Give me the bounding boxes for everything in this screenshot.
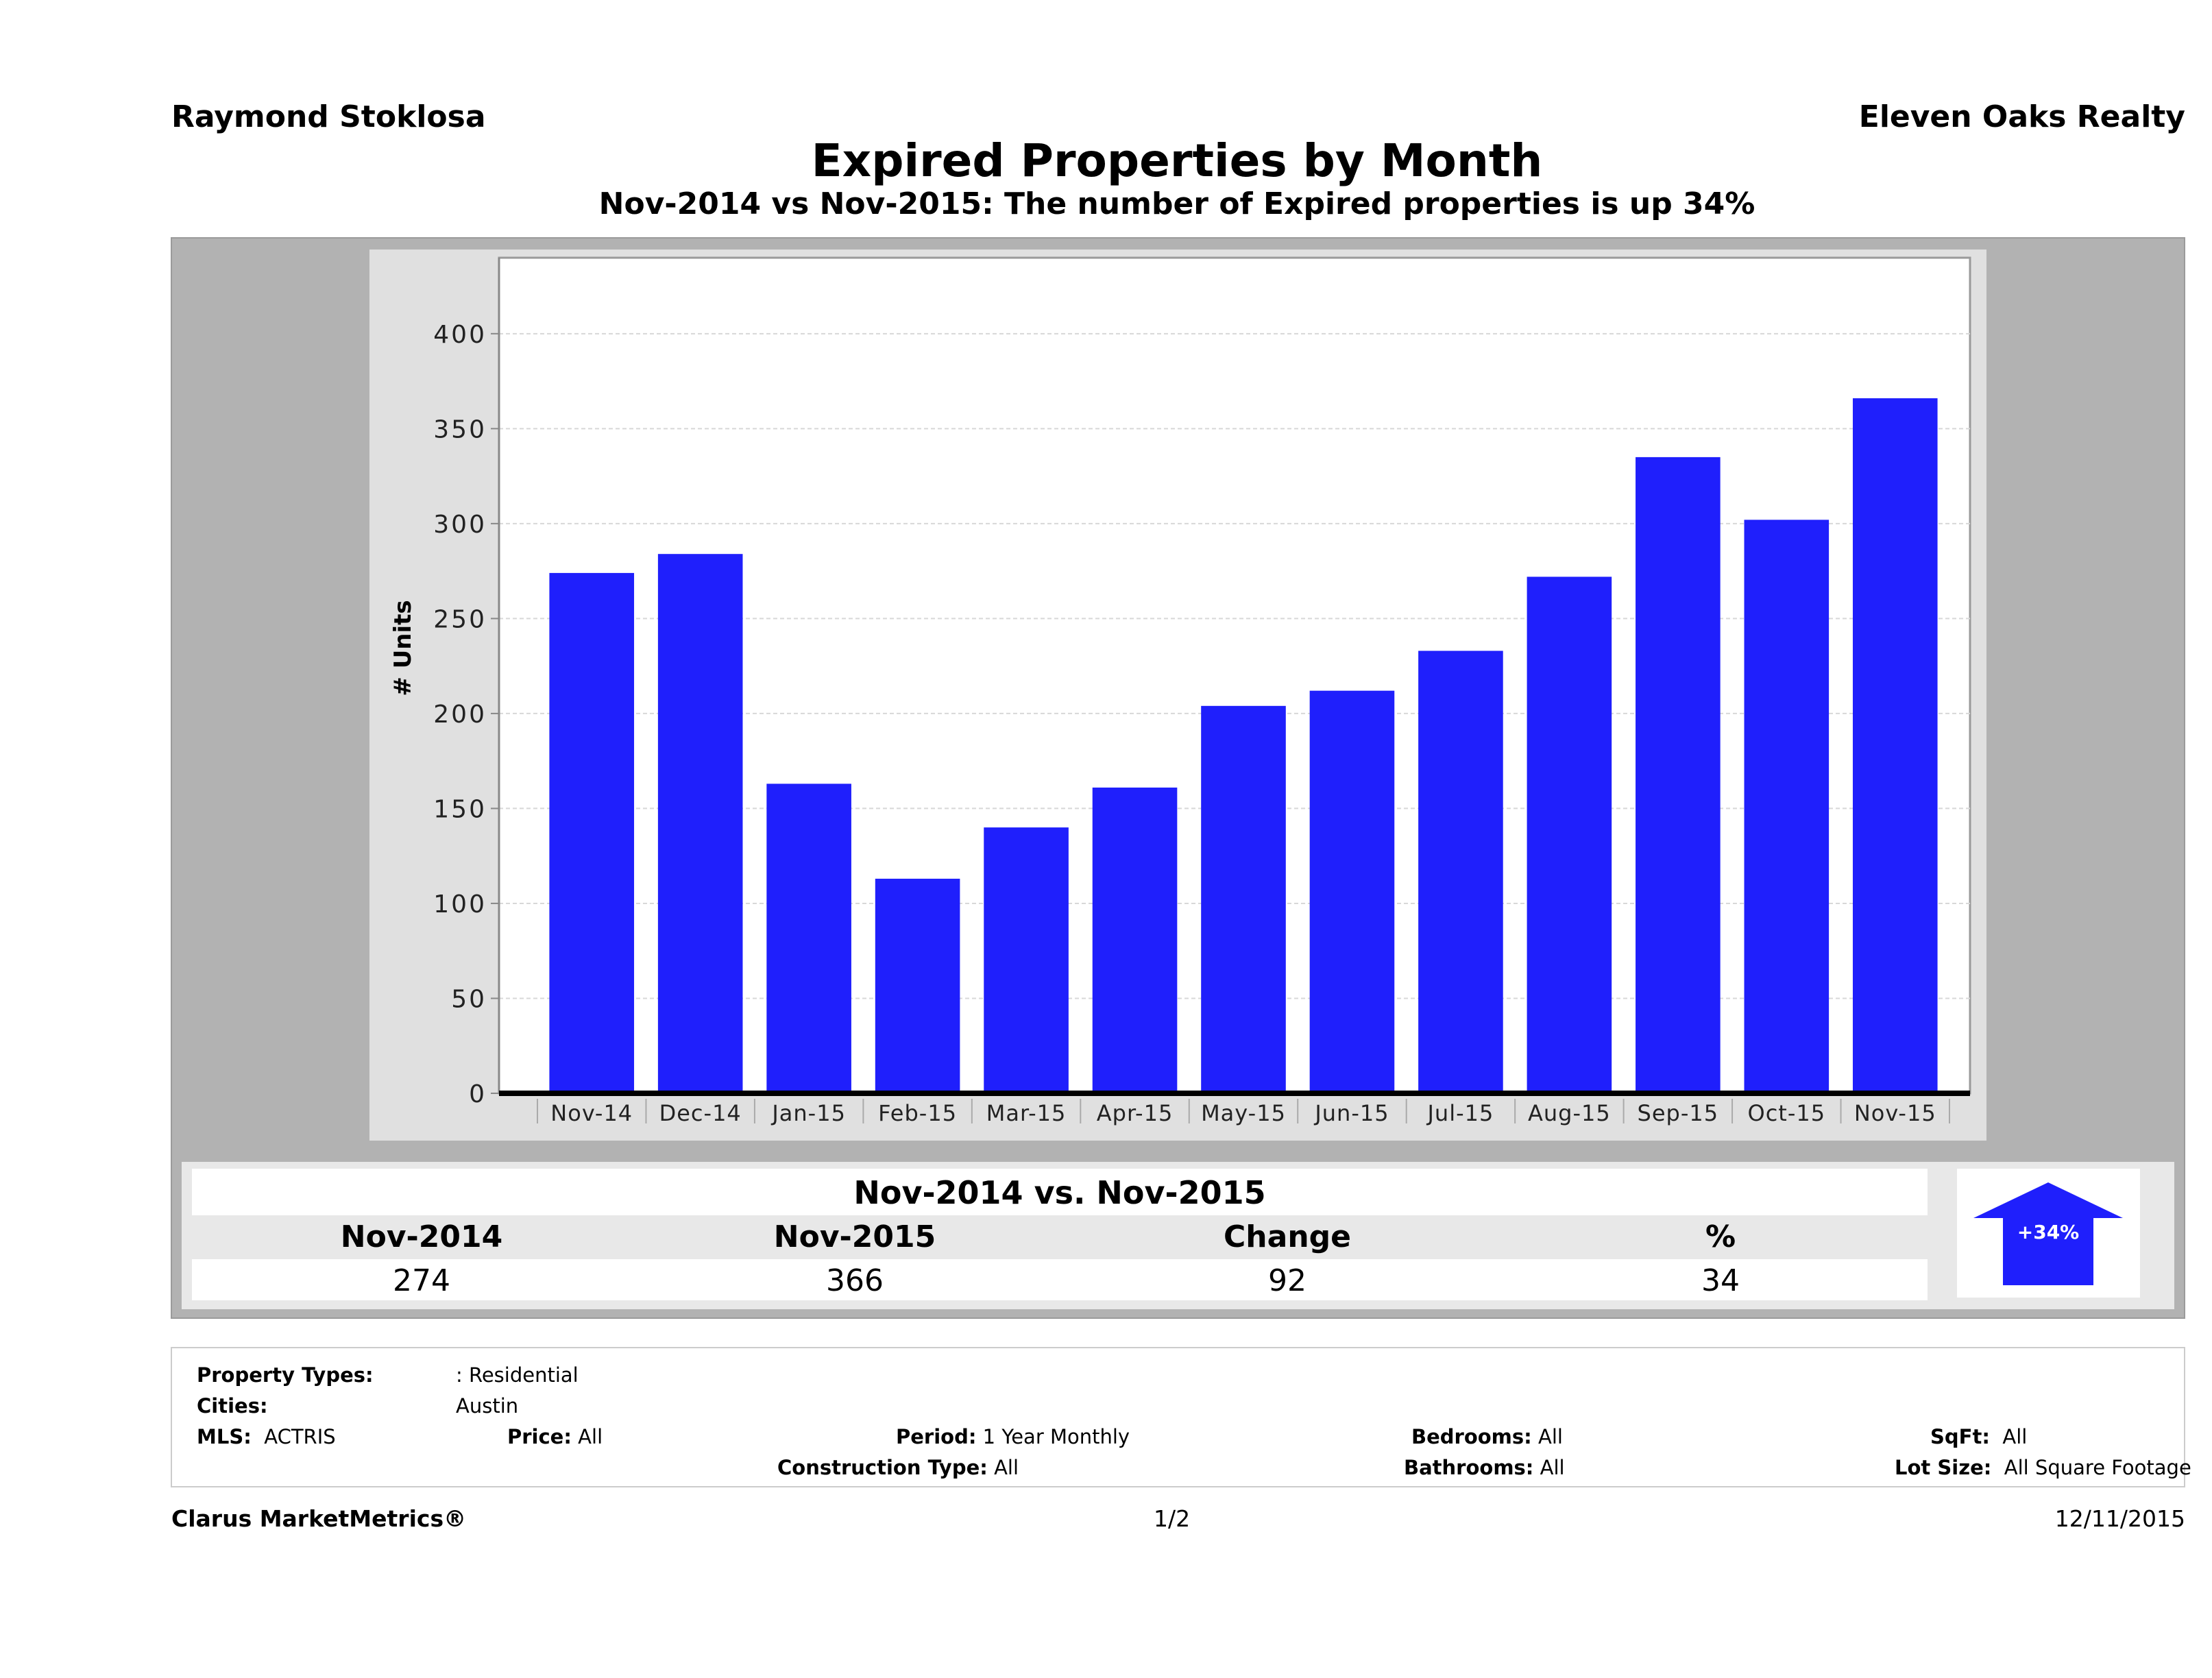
- filter-property-types-label: Property Types:: [197, 1363, 374, 1387]
- y-tick-label: 50: [451, 985, 487, 1013]
- x-tick-label: Jun-15: [1313, 1100, 1389, 1126]
- x-tick-label: Feb-15: [878, 1100, 957, 1126]
- y-tick-label: 150: [433, 795, 487, 823]
- filter-sqft-value: All: [2002, 1425, 2028, 1448]
- x-tick-label: Nov-14: [550, 1100, 633, 1126]
- filter-period-value: 1 Year Monthly: [982, 1425, 1130, 1448]
- change-indicator: +34%: [1957, 1169, 2140, 1298]
- bar-aug-15: [1527, 576, 1612, 1093]
- y-axis-ticks: 0 50 100 150 200 250 300 350 400: [433, 321, 499, 1108]
- x-tick-label: Oct-15: [1748, 1100, 1826, 1126]
- agent-name: Raymond Stoklosa: [171, 99, 486, 134]
- y-tick-label: 250: [433, 605, 487, 633]
- filter-lot-size-value: All Square Footage: [2004, 1456, 2191, 1479]
- bar-nov-15: [1852, 398, 1938, 1093]
- up-arrow-icon: +34%: [1973, 1182, 2123, 1285]
- x-tick-label: Jul-15: [1426, 1100, 1494, 1126]
- summary-value-percent: 34: [1701, 1263, 1740, 1298]
- bar-apr-15: [1092, 787, 1178, 1093]
- x-tick-label: May-15: [1201, 1100, 1286, 1126]
- filter-bedrooms-value: All: [1538, 1425, 1563, 1448]
- bars: [549, 398, 1938, 1093]
- report-date: 12/11/2015: [2054, 1505, 2185, 1532]
- y-tick-label: 100: [433, 890, 487, 919]
- y-tick-label: 350: [433, 415, 487, 443]
- filter-cities-value: Austin: [456, 1394, 519, 1418]
- summary-header-nov-2015: Nov-2015: [773, 1219, 936, 1254]
- x-axis-ticks: Nov-14 Dec-14 Jan-15 Feb-15 Mar-15 Apr-15 May-…: [537, 1099, 1950, 1126]
- x-tick-label: Mar-15: [986, 1100, 1067, 1126]
- bar-may-15: [1201, 705, 1286, 1093]
- summary-header-row: Nov-2014 Nov-2015 Change %: [192, 1215, 1928, 1259]
- bar-nov-14: [549, 572, 635, 1093]
- bar-dec-14: [657, 554, 743, 1093]
- filter-period-label: Period:: [896, 1425, 977, 1448]
- summary-title: Nov-2014 vs. Nov-2015: [853, 1174, 1266, 1211]
- y-axis-label: # Units: [389, 600, 417, 696]
- bar-chart: 0 50 100 150 200 250 300 350 400 Nov-14 Dec-14 Jan…: [389, 256, 1971, 1126]
- filter-sqft: SqFt: All: [1930, 1425, 2027, 1448]
- summary-values-row: 274 366 92 34: [192, 1259, 1928, 1300]
- footer-brand: Clarus MarketMetrics®: [171, 1505, 467, 1532]
- filter-bathrooms-label: Bathrooms:: [1404, 1456, 1534, 1479]
- filter-property-types: Property Types:: [197, 1363, 374, 1387]
- change-badge-text: +34%: [2017, 1221, 2079, 1243]
- y-tick-label: 200: [433, 701, 487, 729]
- bar-oct-15: [1744, 520, 1830, 1093]
- bar-mar-15: [984, 827, 1069, 1093]
- y-tick-label: 400: [433, 321, 487, 349]
- summary-value-nov-2014: 274: [393, 1263, 450, 1298]
- bar-jan-15: [766, 783, 851, 1093]
- filter-bathrooms-value: All: [1540, 1456, 1565, 1479]
- up-arrow-shape: [1973, 1182, 2123, 1285]
- page-title: Expired Properties by Month: [811, 134, 1543, 187]
- filter-bathrooms: Bathrooms: All: [1404, 1456, 1565, 1479]
- filter-mls-label: MLS:: [197, 1425, 252, 1448]
- bar-jul-15: [1418, 650, 1503, 1093]
- summary-header-change: Change: [1224, 1219, 1351, 1254]
- page-subtitle: Nov-2014 vs Nov-2015: The number of Expi…: [598, 186, 1755, 221]
- summary-title-row: Nov-2014 vs. Nov-2015: [192, 1169, 1928, 1215]
- x-tick-label: Jan-15: [770, 1100, 846, 1126]
- filter-price-value: All: [578, 1425, 603, 1448]
- x-tick-label: Aug-15: [1528, 1100, 1611, 1126]
- filter-cities-label-text: Cities:: [197, 1394, 268, 1418]
- filter-property-types-value: : Residential: [456, 1363, 579, 1387]
- summary-header-percent: %: [1705, 1219, 1736, 1254]
- comparison-summary: Nov-2014 vs. Nov-2015 Nov-2014 Nov-2015 …: [182, 1162, 2174, 1309]
- x-tick-label: Dec-14: [659, 1100, 742, 1126]
- x-tick-label: Nov-15: [1854, 1100, 1936, 1126]
- filter-mls: MLS: ACTRIS: [197, 1425, 336, 1448]
- report-filters: Property Types: : Residential Cities: Au…: [171, 1347, 2191, 1487]
- x-tick-label: Apr-15: [1097, 1100, 1174, 1126]
- filter-lot-size: Lot Size: All Square Footage: [1895, 1456, 2191, 1479]
- filter-bedrooms-label: Bedrooms:: [1411, 1425, 1532, 1448]
- filter-price-label: Price:: [507, 1425, 572, 1448]
- summary-value-nov-2015: 366: [826, 1263, 884, 1298]
- bar-jun-15: [1309, 690, 1395, 1093]
- bar-sep-15: [1636, 457, 1721, 1093]
- filter-cities-label: Cities:: [197, 1394, 268, 1418]
- filter-lot-size-label: Lot Size:: [1895, 1456, 1992, 1479]
- filter-construction-value: All: [994, 1456, 1019, 1479]
- filter-price: Price: All: [507, 1425, 603, 1448]
- filter-bedrooms: Bedrooms: All: [1411, 1425, 1563, 1448]
- y-tick-label: 0: [469, 1080, 487, 1108]
- filter-construction: Construction Type: All: [777, 1456, 1019, 1479]
- filter-mls-value: ACTRIS: [264, 1425, 336, 1448]
- chart-panel: 0 50 100 150 200 250 300 350 400 Nov-14 Dec-14 Jan…: [369, 250, 1986, 1141]
- filter-construction-label: Construction Type:: [777, 1456, 988, 1479]
- bar-feb-15: [875, 878, 960, 1093]
- summary-header-nov-2014: Nov-2014: [340, 1219, 503, 1254]
- x-tick-label: Sep-15: [1638, 1100, 1719, 1126]
- brokerage-name: Eleven Oaks Realty: [1858, 99, 2185, 134]
- filter-period: Period: 1 Year Monthly: [896, 1425, 1130, 1448]
- page-number: 1/2: [1154, 1505, 1191, 1532]
- summary-value-change: 92: [1268, 1263, 1306, 1298]
- filter-sqft-label: SqFt:: [1930, 1425, 1990, 1448]
- y-tick-label: 300: [433, 511, 487, 539]
